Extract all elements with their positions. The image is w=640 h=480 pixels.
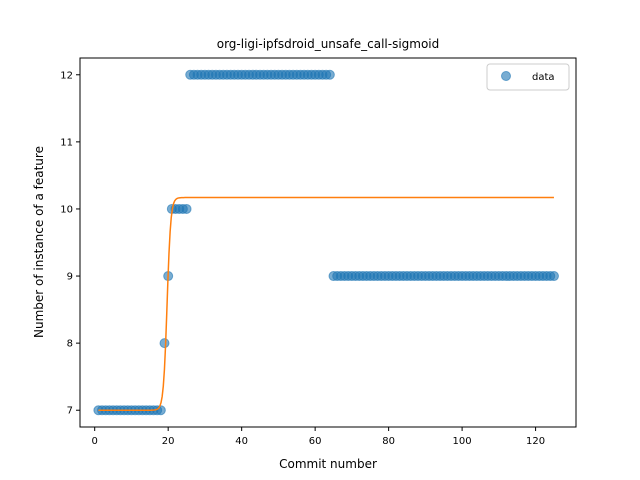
x-axis: 0 20 40 60 80 100 120 <box>92 427 545 447</box>
x-tick-label: 60 <box>309 436 322 447</box>
legend-label-data: data <box>532 72 555 83</box>
fit-line <box>98 196 554 411</box>
x-tick-label: 40 <box>235 436 248 447</box>
axes-frame <box>79 57 577 428</box>
data-point <box>159 338 170 349</box>
y-axis: 7 8 9 10 11 12 <box>60 70 80 417</box>
x-tick-label: 0 <box>92 436 98 447</box>
x-tick-label: 20 <box>162 436 175 447</box>
y-axis-label: Number of instance of a feature <box>32 146 46 338</box>
data-point <box>324 69 335 80</box>
legend-box <box>486 63 570 91</box>
y-tick-label: 9 <box>67 272 73 283</box>
y-tick-label: 8 <box>67 339 73 350</box>
y-tick-label: 11 <box>60 137 73 148</box>
x-tick-label: 120 <box>526 436 545 447</box>
data-point <box>155 405 166 416</box>
chart-title: org-ligi-ipfsdroid_unsafe_call-sigmoid <box>217 37 440 51</box>
legend: data <box>486 63 570 91</box>
x-tick-label: 80 <box>382 436 395 447</box>
y-tick-label: 10 <box>60 204 73 215</box>
data-point <box>181 203 192 214</box>
data-point <box>548 271 559 282</box>
plot-area <box>93 69 559 416</box>
x-tick-label: 100 <box>453 436 472 447</box>
x-axis-label: Commit number <box>279 457 377 471</box>
legend-marker-data <box>501 71 511 81</box>
y-tick-label: 7 <box>67 406 73 417</box>
y-tick-label: 12 <box>60 70 73 81</box>
